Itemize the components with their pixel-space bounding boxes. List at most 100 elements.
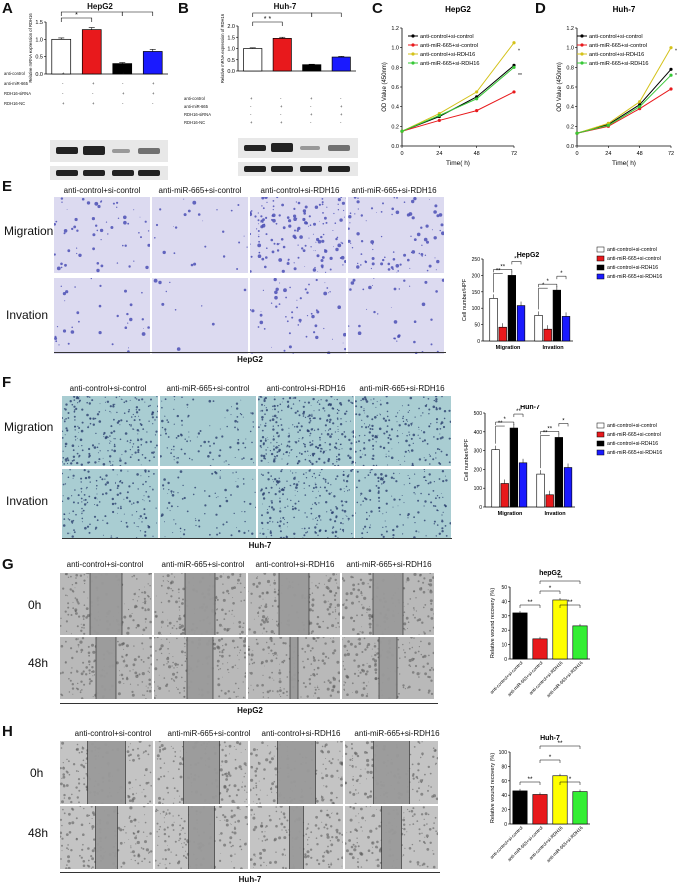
micrograph-image [250,806,343,869]
cell-dot [315,460,318,463]
cell-dot [354,213,356,215]
cell-dot [286,445,288,447]
cell-dot [62,495,64,497]
cell-dot [349,222,351,224]
cell-dot [429,841,432,844]
cell-dot [430,786,432,788]
cell-dot [216,645,220,649]
cell-dot [290,485,292,487]
cell-dot [68,760,70,763]
cell-dot [312,503,313,505]
cell-dot [207,455,210,458]
cell-dot [345,744,347,747]
panel-letter-f: F [2,374,12,391]
cell-dot [174,751,177,753]
cell-dot [160,601,163,604]
cell-dot [224,643,228,646]
cell-dot [162,580,165,582]
cell-dot [158,835,160,838]
cell-dot [420,226,423,229]
cell-dot [339,750,341,752]
cell-dot [55,340,58,343]
cell-dot [76,669,78,671]
cell-dot [136,840,140,845]
x-tick-label: Invation [543,345,565,351]
cell-dot [337,431,339,432]
cell-dot [261,205,263,207]
cell-dot [326,433,330,436]
western-blot-b-bottom [238,162,358,176]
data-point [512,90,516,94]
cell-dot [244,637,246,641]
cell-dot [226,790,228,793]
cell-dot [312,637,315,639]
cell-dot [79,691,82,694]
cell-dot [321,198,324,200]
cell-dot [322,859,325,863]
cell-dot [261,409,264,412]
cell-dot [358,637,361,641]
micrograph-texture [60,741,152,804]
cell-dot [355,450,357,453]
cell-dot [83,591,85,593]
cell-dot [140,438,143,441]
cell-dot [136,600,139,602]
cell-dot [60,624,62,627]
cell-dot [243,531,246,534]
cell-dot [116,487,119,489]
cell-dot [165,813,168,815]
cell-dot [418,618,422,621]
cell-dot [375,859,377,861]
cell-dot [67,602,70,605]
cell-dot [264,265,267,269]
cell-dot [311,609,314,612]
cell-dot [324,583,325,585]
cell-dot [418,646,420,648]
cell-dot [72,449,75,452]
cell-dot [250,212,253,217]
cell-dot [137,438,139,440]
cell-dot [62,472,64,475]
cell-dot [366,670,369,673]
cell-dot [236,485,239,488]
cell-dot [225,819,229,822]
cell-dot [137,451,140,454]
cell-dot [81,501,83,503]
cell-dot [403,834,406,836]
cell-dot [129,806,133,810]
cell-dot [235,748,237,750]
y-tick-label: 1.5 [35,20,43,26]
grid-sign: - [152,71,154,76]
cell-dot [422,665,425,668]
cell-dot [73,415,76,418]
cell-dot [436,214,440,218]
cell-dot [155,416,158,418]
cell-dot [70,671,73,674]
cell-dot [250,658,253,661]
cell-dot [371,434,374,437]
cell-dot [339,488,342,491]
cell-dot [92,650,96,654]
cell-dot [105,492,108,495]
footer-label: Huh-7 [248,541,272,550]
cell-dot [311,582,313,584]
legend-swatch [596,264,605,271]
cell-dot [264,439,267,442]
cell-dot [438,496,441,499]
cell-dot [99,476,102,479]
cell-dot [112,405,115,408]
cell-dot [320,834,323,837]
cell-dot [82,623,86,627]
micrograph-image [155,741,248,804]
cell-dot [280,517,281,519]
cell-dot [419,573,422,577]
cell-dot [280,424,283,426]
cell-dot [297,491,299,492]
cell-dot [330,862,332,864]
cell-dot [413,746,416,748]
cell-dot [345,480,349,483]
cell-dot [244,785,247,788]
cell-dot [193,262,197,266]
cell-dot [412,660,414,662]
cell-dot [262,849,264,851]
